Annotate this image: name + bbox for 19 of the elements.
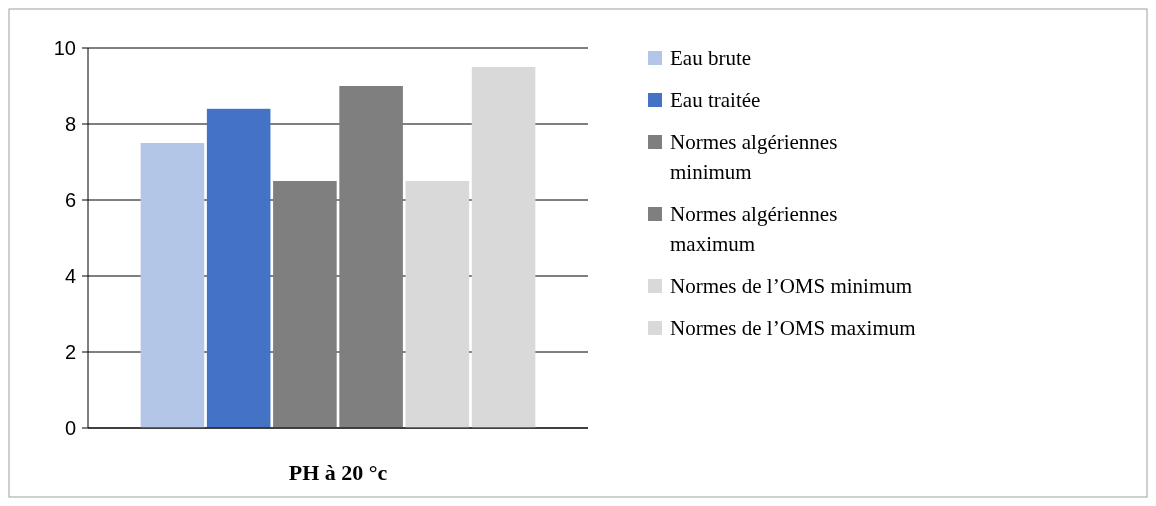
y-tick-label: 10 [53, 37, 76, 59]
bar [140, 143, 205, 428]
legend-label: Eau traitée [670, 88, 761, 113]
legend-label: Normes algériennes minimum [670, 130, 838, 185]
legend-label: Normes de l’OMS maximum [670, 316, 916, 341]
bar [206, 108, 271, 428]
legend-label: Normes algériennes maximum [670, 202, 838, 257]
x-axis-title: PH à 20 °c [288, 460, 388, 485]
y-tick-label: 6 [64, 189, 76, 211]
legend-label: Normes de l’OMS minimum [670, 274, 913, 299]
y-tick-label: 8 [64, 113, 76, 135]
bar [339, 86, 403, 428]
bar [405, 181, 470, 428]
y-tick-label: 0 [64, 417, 76, 439]
bar [273, 181, 337, 428]
y-tick-label: 2 [64, 341, 76, 363]
legend-label: Eau brute [670, 46, 752, 71]
bar [471, 67, 536, 428]
y-tick-label: 4 [64, 265, 76, 287]
